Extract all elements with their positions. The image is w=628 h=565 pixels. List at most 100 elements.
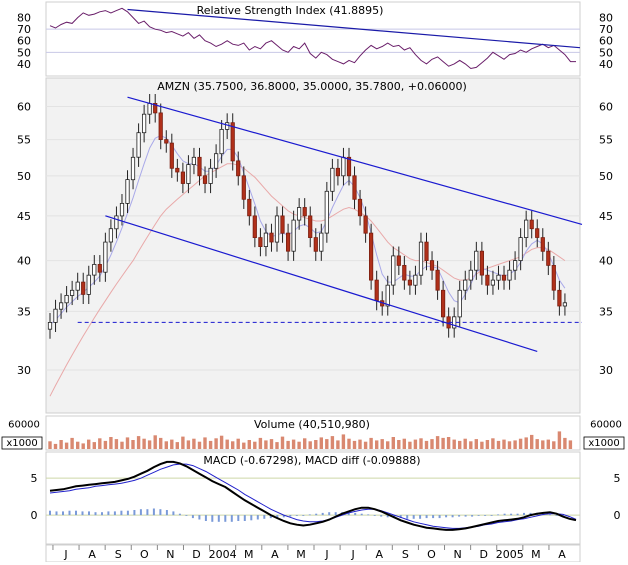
macd-diff-bar bbox=[198, 515, 201, 520]
macd-panel bbox=[45, 451, 581, 545]
macd-diff-bar bbox=[165, 510, 168, 516]
rsi-tick-label-right: 40 bbox=[599, 58, 613, 71]
candle-up bbox=[391, 255, 396, 286]
macd-diff-bar bbox=[185, 515, 188, 516]
candle-down bbox=[440, 289, 446, 318]
macd-diff-bar bbox=[68, 510, 71, 516]
volume-bar bbox=[435, 436, 440, 449]
candle-down bbox=[352, 175, 357, 200]
volume-bar bbox=[87, 439, 91, 449]
price-tick-label-left: 30 bbox=[17, 364, 31, 377]
volume-bar bbox=[330, 436, 335, 449]
candle-down bbox=[407, 279, 413, 286]
volume-bar bbox=[402, 438, 406, 449]
candle-up bbox=[75, 281, 80, 291]
price-tick-label-left: 50 bbox=[17, 170, 31, 183]
macd-diff-bar bbox=[477, 515, 480, 516]
candle-up bbox=[324, 190, 329, 234]
price-tick-label-left: 35 bbox=[17, 305, 31, 318]
channel-upper-trendline bbox=[127, 96, 583, 225]
x-axis-month-label: S bbox=[402, 548, 409, 561]
macd-diff-bar bbox=[152, 508, 155, 516]
macd-diff-bar bbox=[347, 512, 350, 516]
candle-down bbox=[335, 167, 341, 177]
candle-up bbox=[341, 156, 346, 177]
x-axis-month-label: J bbox=[351, 548, 355, 561]
volume-bar bbox=[225, 439, 229, 449]
macd-series bbox=[49, 460, 577, 531]
volume-bar bbox=[175, 442, 179, 449]
volume-bar bbox=[352, 440, 357, 449]
volume-bar bbox=[513, 440, 517, 449]
x-axis-month-label: N bbox=[166, 548, 174, 561]
volume-bar bbox=[181, 436, 185, 449]
x-axis-month-label: O bbox=[140, 548, 149, 561]
candle-down bbox=[529, 219, 534, 230]
volume-bar bbox=[347, 438, 351, 449]
volume-bar bbox=[303, 438, 307, 449]
moving-averages bbox=[49, 134, 566, 397]
volume-bar bbox=[231, 441, 235, 449]
macd-diff-bar bbox=[380, 515, 383, 517]
macd-diff-bar bbox=[503, 513, 506, 516]
moving-average-fast-line bbox=[49, 134, 566, 325]
macd-diff-bar bbox=[308, 514, 311, 516]
x-axis-month-label: D bbox=[192, 548, 200, 561]
candle-up bbox=[490, 279, 496, 286]
volume-title: Volume (40,510,980) bbox=[254, 418, 370, 431]
candle-up bbox=[507, 269, 512, 281]
candle-up bbox=[413, 274, 418, 286]
volume-bar bbox=[197, 441, 202, 449]
candle-up bbox=[136, 132, 141, 158]
candle-down bbox=[424, 241, 429, 262]
volume-tick-label-right: 60000 bbox=[590, 419, 622, 430]
candle-down bbox=[302, 207, 307, 217]
volume-unit-right: x1000 bbox=[588, 438, 619, 449]
volume-bar bbox=[463, 438, 467, 449]
moving-average-slow-line bbox=[49, 163, 566, 397]
price-tick-label-right: 55 bbox=[599, 134, 613, 147]
macd-diff-bar bbox=[101, 512, 103, 516]
volume-bar bbox=[386, 441, 390, 449]
candle-down bbox=[540, 237, 545, 252]
macd-diff-bar bbox=[490, 515, 493, 516]
macd-diff-bar bbox=[230, 515, 233, 522]
volume-bar bbox=[568, 440, 573, 449]
macd-diff-bar bbox=[295, 515, 298, 516]
volume-bar bbox=[186, 440, 191, 449]
candle-up bbox=[330, 167, 335, 192]
candlesticks bbox=[47, 93, 568, 339]
macd-diff-bar bbox=[360, 513, 363, 516]
macd-tick-label-left: 5 bbox=[31, 472, 38, 485]
candle-down bbox=[158, 112, 163, 141]
macd-diff-bar bbox=[256, 515, 259, 520]
volume-bar bbox=[103, 440, 108, 449]
volume-bar bbox=[391, 437, 395, 449]
rsi-trendline bbox=[127, 8, 581, 49]
candle-down bbox=[247, 198, 252, 217]
candle-up bbox=[219, 128, 224, 155]
macd-diff-bar bbox=[250, 515, 253, 521]
macd-diff-bar bbox=[412, 515, 415, 519]
candle-down bbox=[241, 175, 246, 200]
volume-bar bbox=[253, 441, 257, 449]
rsi-tick-label-left: 70 bbox=[17, 23, 31, 36]
candle-down bbox=[396, 255, 401, 266]
volume-bar bbox=[236, 438, 240, 449]
volume-bar bbox=[325, 439, 329, 449]
x-axis-month-label: A bbox=[375, 548, 383, 561]
candle-down bbox=[97, 263, 102, 273]
volume-bar bbox=[452, 439, 456, 449]
volume-bar bbox=[419, 438, 423, 449]
volume-bar bbox=[114, 439, 119, 449]
volume-bar bbox=[203, 437, 207, 449]
volume-bar bbox=[131, 440, 135, 449]
candle-down bbox=[535, 228, 540, 238]
candle-up bbox=[70, 289, 75, 296]
macd-signal-line bbox=[49, 463, 577, 529]
candle-down bbox=[501, 274, 507, 281]
macd-diff-bar bbox=[178, 513, 181, 516]
candle-up bbox=[263, 232, 269, 248]
candle-down bbox=[313, 237, 318, 252]
volume-bar bbox=[280, 436, 285, 449]
